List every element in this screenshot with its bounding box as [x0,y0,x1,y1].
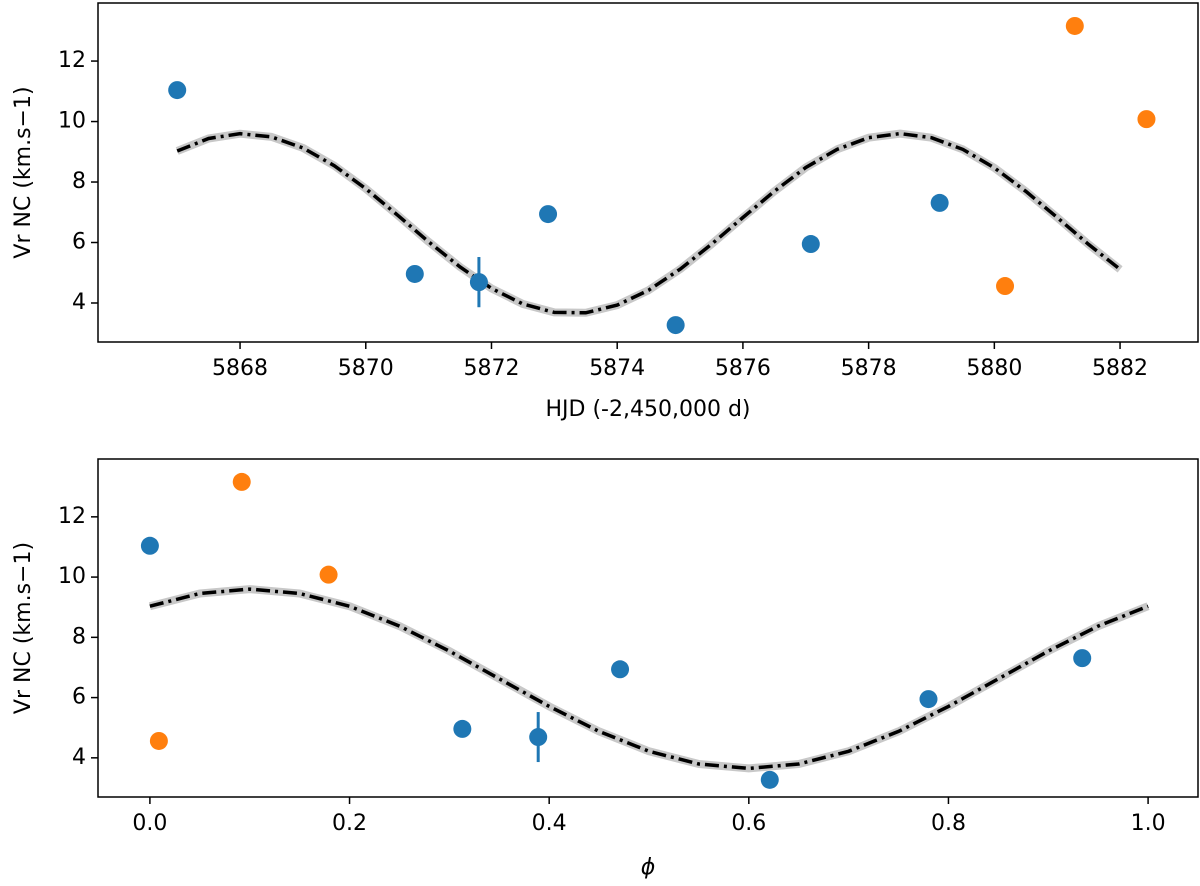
x-tick-label: 5878 [841,356,897,381]
data-point [666,316,685,335]
subplot: 5868 5870 5872 5874 5876 5878 5880 5882 4 6 8 10 12 H… [11,2,1199,422]
y-tick-label: 10 [58,109,86,134]
x-tick-label: 0.8 [931,811,966,836]
y-tick-label: 4 [72,745,86,770]
data-point [919,690,938,709]
model-line [149,587,1149,771]
y-tick-label: 6 [72,685,86,710]
x-axis-label: ϕ [641,855,656,880]
subplot: 0.0 0.2 0.4 0.6 0.8 1.0 4 6 8 10 12 ϕ Vr NC (km.s−1) [11,458,1199,880]
data-point [611,660,630,679]
y-axis-label: Vr NC (km.s−1) [11,86,36,258]
x-tick-label: 5872 [463,356,519,381]
x-tick-label: 0.2 [332,811,367,836]
data-point [1137,110,1156,129]
x-tick-label: 5870 [338,356,394,381]
y-tick-label: 6 [72,230,86,255]
y-tick-label: 8 [72,624,86,649]
y-tick-label: 12 [58,48,86,73]
data-point [996,277,1015,296]
axes-frame [97,2,1199,343]
axes-frame [97,458,1199,798]
data-point [1065,16,1084,35]
data-point [232,472,251,491]
x-tick-label: 5882 [1092,356,1148,381]
data-point [801,235,820,254]
data-point [319,565,338,584]
data-point [149,731,168,750]
y-tick-label: 8 [72,169,86,194]
y-axis-label: Vr NC (km.s−1) [11,542,36,714]
y-tick-label: 12 [58,504,86,529]
x-tick-label: 0.0 [132,811,167,836]
x-tick-label: 5874 [589,356,645,381]
model-line [176,131,1122,315]
data-point [1073,649,1092,668]
data-point [140,536,159,555]
x-tick-label: 0.6 [731,811,766,836]
data-point [760,770,779,789]
data-point [405,264,424,283]
data-point [469,273,488,292]
data-point [529,728,548,747]
y-tick-label: 10 [58,564,86,589]
y-tick-label: 4 [72,290,86,315]
x-tick-label: 5876 [715,356,771,381]
x-tick-label: 0.4 [532,811,567,836]
x-axis-label: HJD (-2,450,000 d) [546,397,751,422]
model-band [175,129,1123,317]
data-point [453,719,472,738]
data-point [168,81,187,100]
x-tick-label: 5880 [966,356,1022,381]
data-point [539,205,558,224]
x-tick-label: 5868 [212,356,268,381]
data-point [930,193,949,212]
x-tick-label: 1.0 [1131,811,1166,836]
model-band [148,585,1150,773]
